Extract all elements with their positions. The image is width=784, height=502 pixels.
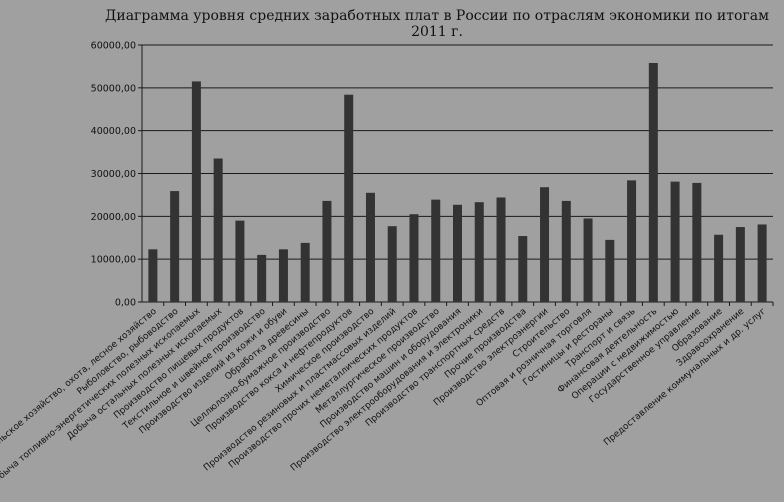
bar (627, 180, 637, 302)
bar (300, 242, 310, 302)
chart-title: Диаграмма уровня средних заработных плат… (105, 8, 769, 40)
bar (278, 249, 288, 302)
y-tick-label: 40000,00 (91, 126, 136, 137)
bar (409, 214, 419, 302)
bar (496, 197, 506, 302)
bar (561, 200, 571, 302)
bar (757, 224, 767, 302)
y-tick-label: 60000,00 (91, 41, 136, 52)
bar (453, 204, 462, 302)
bar (583, 218, 593, 302)
bar (540, 187, 550, 302)
x-tick-label: Добыча топливно-энергетических полезных … (0, 306, 203, 489)
bar (213, 158, 223, 302)
bar (344, 94, 354, 302)
bar (648, 62, 658, 302)
y-tick-label: 10000,00 (91, 255, 136, 266)
y-tick-label: 20000,00 (91, 212, 136, 223)
bar (148, 249, 158, 302)
bar (322, 200, 332, 302)
bar (387, 226, 397, 302)
bar (605, 239, 615, 302)
bar (714, 234, 724, 302)
bar (518, 236, 528, 302)
y-tick-label: 0,00 (115, 298, 136, 309)
bar (191, 81, 201, 303)
y-tick-label: 30000,00 (91, 169, 136, 180)
bar (431, 199, 441, 302)
bar (670, 181, 680, 302)
bar (170, 191, 180, 302)
bar (692, 182, 702, 302)
bar (235, 220, 245, 302)
y-tick-label: 50000,00 (91, 83, 136, 94)
bar (257, 254, 267, 302)
bar (474, 202, 484, 302)
bar (735, 227, 745, 302)
bar (365, 192, 375, 302)
